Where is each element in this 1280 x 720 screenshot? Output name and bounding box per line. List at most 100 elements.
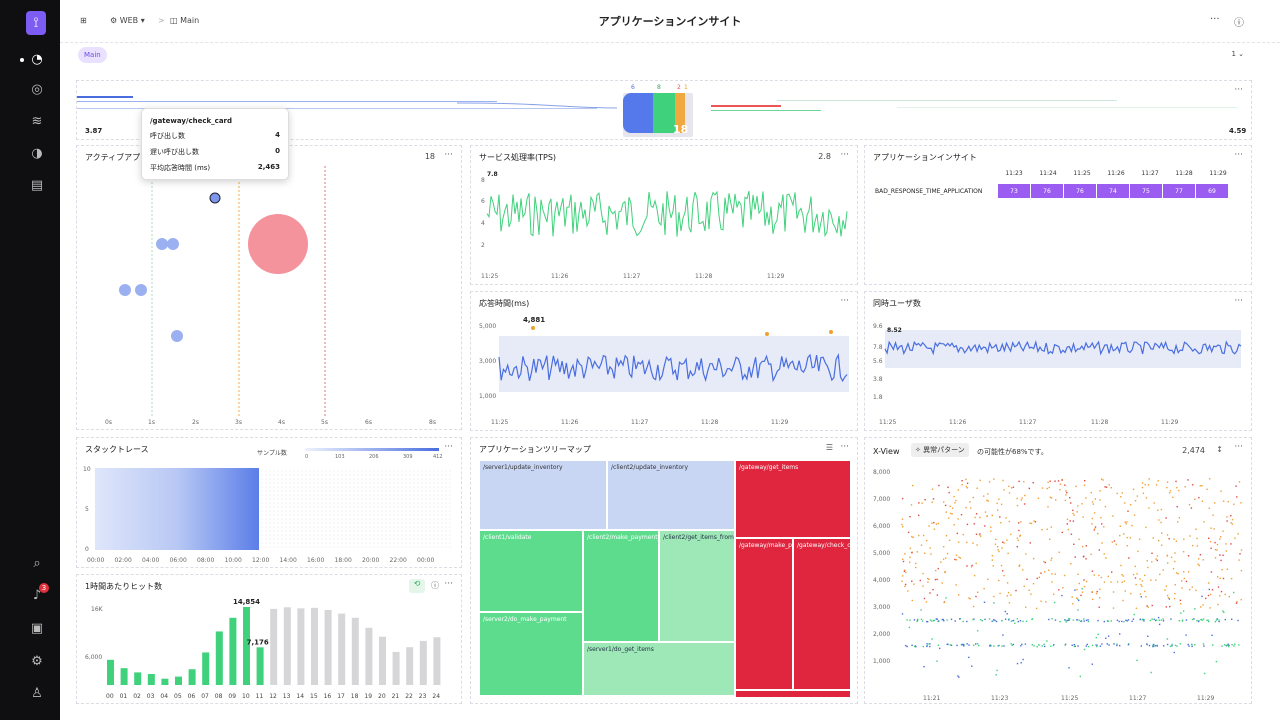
xview-point[interactable]	[902, 526, 904, 528]
xview-point[interactable]	[970, 566, 973, 568]
hits-bar-yesterday[interactable]	[419, 640, 427, 685]
xview-point[interactable]	[1101, 523, 1103, 525]
xview-point[interactable]	[1179, 643, 1181, 645]
xview-point[interactable]	[1188, 645, 1190, 647]
xview-point[interactable]	[1058, 589, 1060, 591]
xview-point[interactable]	[924, 499, 926, 501]
xview-point[interactable]	[904, 569, 906, 571]
xview-point[interactable]	[1218, 620, 1220, 623]
xview-point[interactable]	[1210, 571, 1213, 573]
xview-point[interactable]	[1085, 645, 1087, 647]
xview-point[interactable]	[1196, 619, 1198, 622]
xview-point[interactable]	[907, 531, 910, 534]
xview-point[interactable]	[953, 524, 955, 526]
xview-point[interactable]	[1078, 619, 1080, 621]
xview-point[interactable]	[1091, 523, 1093, 525]
xview-point[interactable]	[1047, 481, 1049, 483]
xview-point[interactable]	[1231, 618, 1233, 620]
xview-point[interactable]	[1211, 589, 1214, 591]
xview-point[interactable]	[925, 539, 928, 542]
xview-point[interactable]	[1086, 643, 1088, 646]
xview-point[interactable]	[928, 643, 930, 645]
xview-point[interactable]	[1122, 575, 1124, 577]
xview-point[interactable]	[1228, 645, 1230, 648]
xview-point[interactable]	[1130, 592, 1132, 595]
xview-point[interactable]	[966, 523, 969, 526]
xview-point[interactable]	[942, 618, 944, 621]
xview-point[interactable]	[1111, 571, 1113, 573]
xview-point[interactable]	[1230, 543, 1232, 545]
xview-point[interactable]	[1167, 597, 1170, 599]
xview-point[interactable]	[936, 594, 939, 596]
xview-point[interactable]	[1023, 585, 1025, 587]
xview-point[interactable]	[1018, 565, 1020, 567]
xview-point[interactable]	[957, 489, 960, 491]
xview-point[interactable]	[1222, 610, 1224, 612]
xview-point[interactable]	[976, 544, 978, 546]
xview-point[interactable]	[1121, 620, 1123, 623]
treemap-cell[interactable]: /client1/validate	[479, 530, 583, 612]
xview-point[interactable]	[945, 511, 947, 513]
xview-point[interactable]	[1141, 585, 1143, 587]
xview-point[interactable]	[1158, 519, 1160, 521]
xview-point[interactable]	[944, 570, 946, 573]
xview-point[interactable]	[1219, 595, 1221, 597]
xview-point[interactable]	[1043, 643, 1045, 645]
xview-point[interactable]	[1023, 481, 1025, 483]
xview-point[interactable]	[951, 507, 954, 509]
hits-bar-yesterday[interactable]	[433, 637, 441, 685]
xview-point[interactable]	[1044, 645, 1046, 648]
xview-point[interactable]	[998, 644, 1000, 647]
xview-point[interactable]	[1093, 512, 1096, 514]
xview-point[interactable]	[1108, 644, 1110, 646]
xview-point[interactable]	[1078, 599, 1080, 602]
xview-point[interactable]	[916, 619, 919, 621]
xview-point[interactable]	[963, 644, 965, 647]
xview-point[interactable]	[1076, 597, 1078, 599]
xview-point[interactable]	[975, 513, 978, 515]
xview-point[interactable]	[1146, 644, 1148, 646]
xview-point[interactable]	[1221, 569, 1223, 571]
xview-point[interactable]	[1191, 618, 1194, 621]
xview-point[interactable]	[1178, 620, 1181, 622]
xview-point[interactable]	[1170, 618, 1172, 620]
xview-point[interactable]	[972, 618, 974, 621]
xview-point[interactable]	[980, 535, 982, 537]
xview-point[interactable]	[1171, 643, 1173, 646]
xview-point[interactable]	[1051, 581, 1053, 583]
hits-bar-today[interactable]	[134, 672, 142, 685]
xview-point[interactable]	[926, 645, 928, 648]
xview-point[interactable]	[1066, 523, 1068, 525]
xview-point[interactable]	[1041, 529, 1043, 531]
xview-point[interactable]	[1145, 497, 1148, 499]
xview-point[interactable]	[1032, 583, 1035, 585]
xview-point[interactable]	[943, 501, 945, 503]
xview-point[interactable]	[911, 644, 913, 646]
xview-point[interactable]	[1005, 517, 1007, 519]
xview-point[interactable]	[1228, 596, 1230, 598]
xview-point[interactable]	[1008, 619, 1010, 621]
xview-point[interactable]	[1077, 505, 1079, 507]
xview-point[interactable]	[1201, 595, 1203, 598]
xview-point[interactable]	[1110, 487, 1112, 489]
xview-point[interactable]	[992, 565, 994, 567]
xview-point[interactable]	[961, 643, 963, 646]
xview-point[interactable]	[1159, 573, 1161, 576]
xview-point[interactable]	[1194, 608, 1196, 610]
hits-bar-yesterday[interactable]	[379, 636, 386, 685]
xview-point[interactable]	[1115, 543, 1117, 546]
xview-point[interactable]	[1144, 483, 1146, 486]
xview-point[interactable]	[1073, 645, 1076, 648]
xview-point[interactable]	[1113, 540, 1116, 542]
xview-point[interactable]	[1087, 619, 1089, 621]
xview-point[interactable]	[1134, 500, 1137, 502]
xview-point[interactable]	[1095, 592, 1098, 595]
bubble[interactable]	[248, 214, 308, 274]
treemap-cell[interactable]: /server1/update_inventory	[479, 460, 607, 530]
xview-point[interactable]	[1165, 585, 1168, 587]
xview-point[interactable]	[1123, 533, 1125, 535]
xview-point[interactable]	[946, 552, 949, 555]
xview-point[interactable]	[1160, 508, 1163, 511]
xview-point[interactable]	[1132, 573, 1135, 576]
xview-point[interactable]	[1188, 588, 1191, 591]
